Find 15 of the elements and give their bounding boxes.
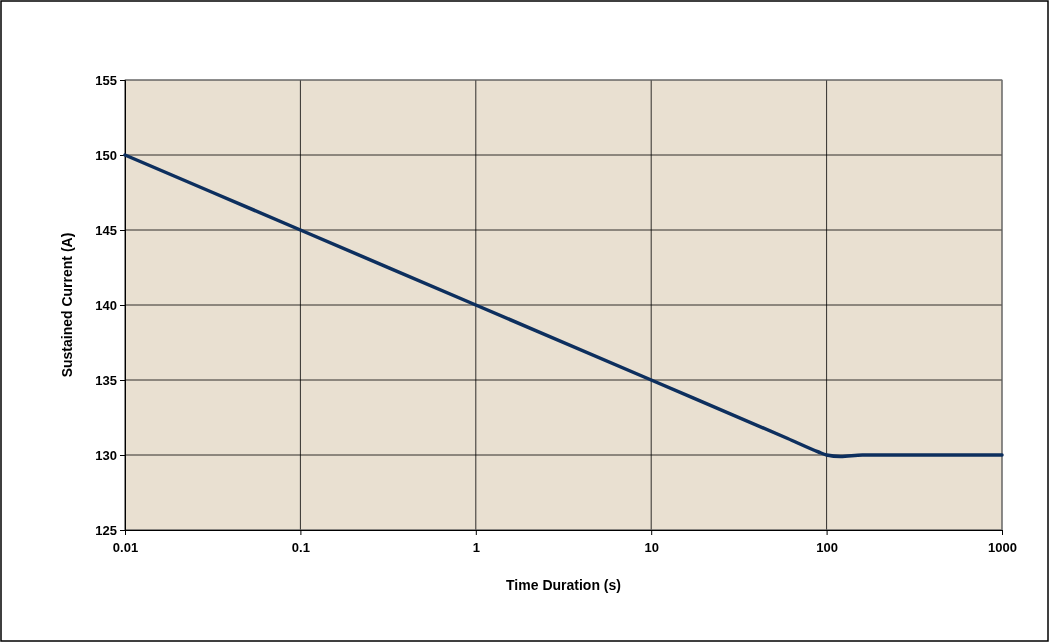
- y-tick-label: 125: [95, 522, 117, 538]
- x-tick-label: 10: [644, 540, 659, 556]
- y-tick-label: 140: [95, 297, 117, 313]
- x-tick-label: 1: [472, 540, 480, 556]
- y-tick-label: 135: [95, 372, 117, 388]
- x-tick-label: 0.1: [291, 540, 310, 556]
- x-axis-title: Time Duration (s): [506, 577, 621, 593]
- x-tick-label: 0.01: [112, 540, 139, 556]
- y-tick-label: 150: [95, 147, 117, 163]
- x-tick-label: 1000: [988, 540, 1017, 556]
- y-tick-label: 145: [95, 222, 117, 238]
- x-tick-label: 100: [816, 540, 838, 556]
- y-axis-title: Sustained Current (A): [59, 232, 75, 378]
- y-tick-label: 130: [95, 447, 117, 463]
- y-tick-label: 155: [95, 72, 117, 88]
